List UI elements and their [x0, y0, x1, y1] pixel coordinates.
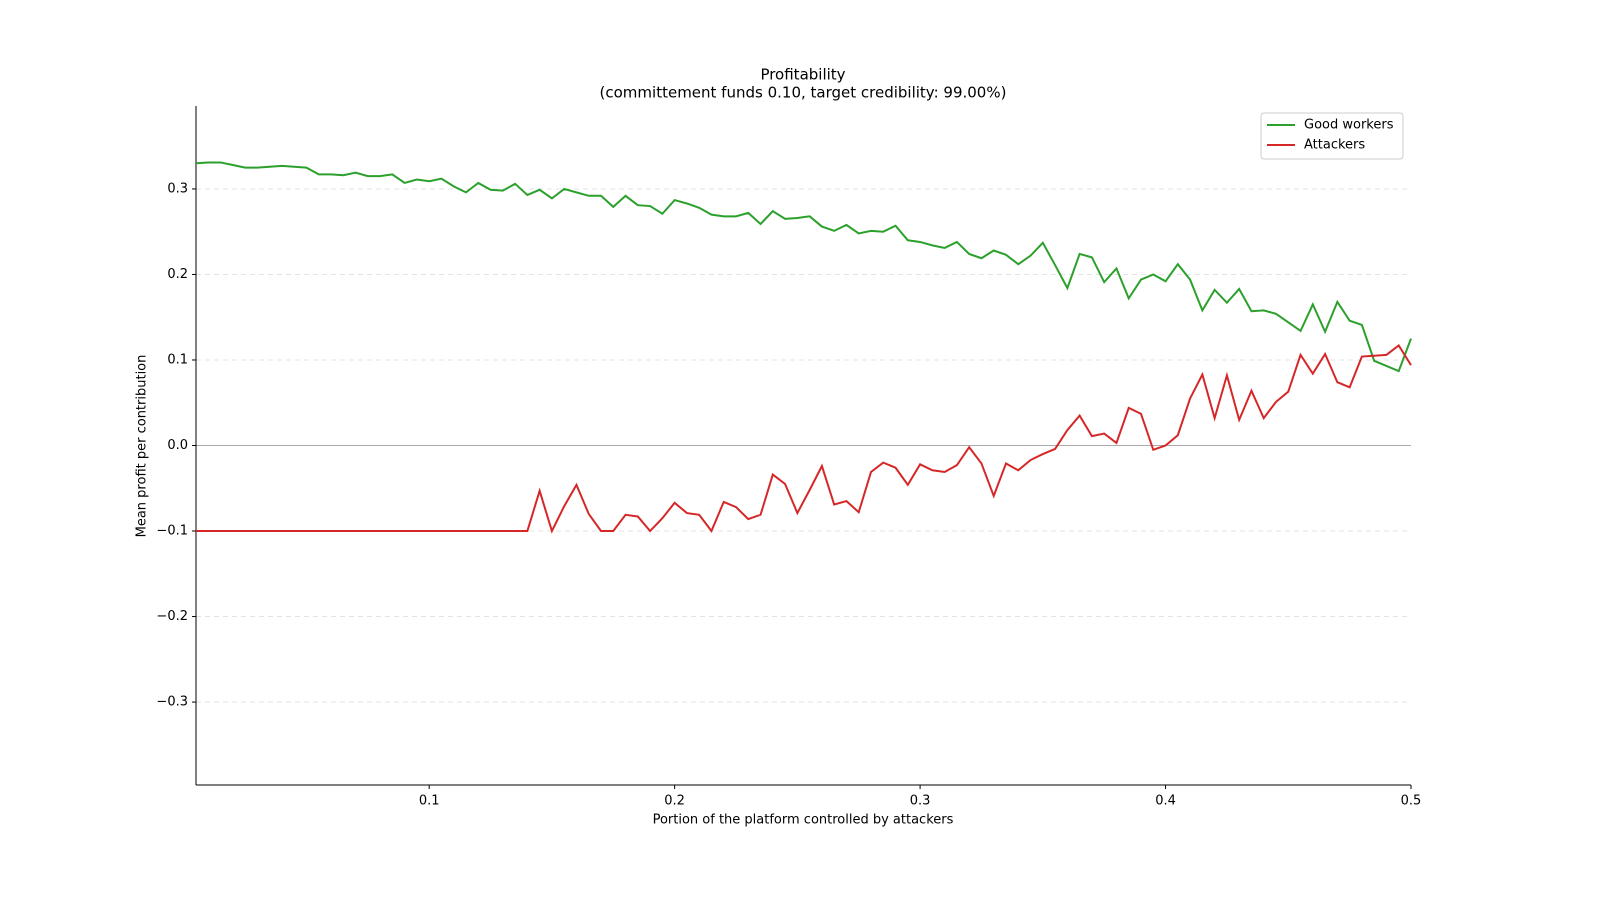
x-tick-label: 0.4 [1155, 794, 1176, 809]
y-tick-label: −0.3 [156, 695, 188, 710]
line-series [195, 161, 1412, 373]
legend-label: Attackers [1304, 138, 1365, 153]
legend-label: Good workers [1304, 118, 1394, 133]
x-tick-label: 0.5 [1401, 794, 1422, 809]
line-series [196, 343, 1412, 534]
y-tick-label: 0.2 [167, 267, 188, 282]
x-tick-label: 0.3 [910, 794, 931, 809]
y-tick-label: 0.1 [167, 352, 188, 367]
x-tick-label: 0.2 [664, 794, 685, 809]
y-tick-label: −0.1 [156, 524, 188, 539]
legend-box [1260, 112, 1404, 160]
y-axis-label: Mean profit per contribution [135, 355, 150, 538]
y-tick-label: −0.2 [156, 609, 188, 624]
y-tick-label: 0.3 [167, 181, 188, 196]
y-tick-label: 0.0 [167, 438, 188, 453]
x-axis-label: Portion of the platform controlled by at… [653, 813, 954, 828]
x-tick-label: 0.1 [419, 794, 440, 809]
chart-title: Profitability [760, 66, 845, 84]
chart-subtitle: (committement funds 0.10, target credibi… [600, 84, 1007, 102]
